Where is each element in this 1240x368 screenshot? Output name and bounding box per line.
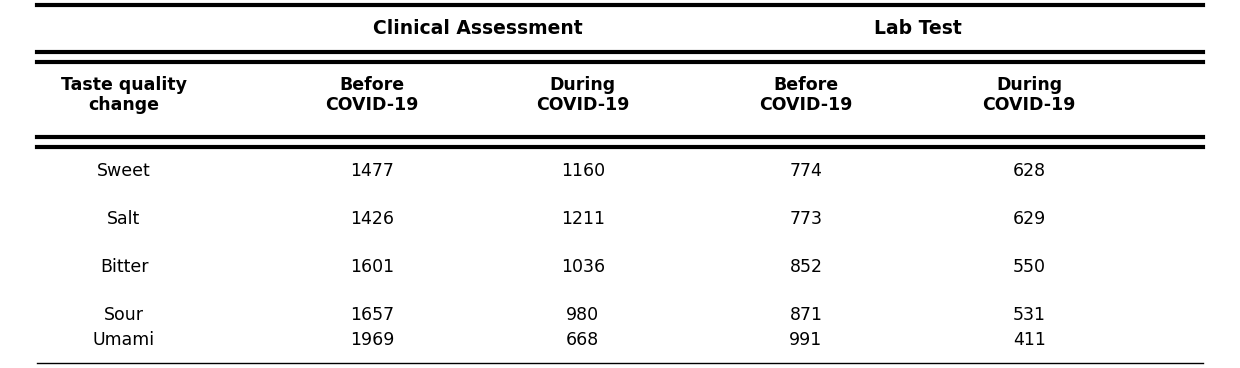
Text: During
COVID-19: During COVID-19 [536, 75, 630, 114]
Text: 629: 629 [1013, 210, 1045, 228]
Text: 852: 852 [790, 258, 822, 276]
Text: 991: 991 [790, 331, 822, 349]
Text: Umami: Umami [93, 331, 155, 349]
Text: Clinical Assessment: Clinical Assessment [372, 18, 583, 38]
Text: 1160: 1160 [560, 162, 605, 180]
Text: 668: 668 [567, 331, 599, 349]
Text: 1211: 1211 [560, 210, 605, 228]
Text: 1036: 1036 [560, 258, 605, 276]
Text: Bitter: Bitter [99, 258, 149, 276]
Text: 1657: 1657 [350, 306, 394, 324]
Text: 871: 871 [790, 306, 822, 324]
Text: 1477: 1477 [350, 162, 394, 180]
Text: 531: 531 [1013, 306, 1045, 324]
Text: 980: 980 [567, 306, 599, 324]
Text: Taste quality
change: Taste quality change [61, 75, 187, 114]
Text: Before
COVID-19: Before COVID-19 [759, 75, 853, 114]
Text: Before
COVID-19: Before COVID-19 [325, 75, 419, 114]
Text: 773: 773 [790, 210, 822, 228]
Text: Sweet: Sweet [97, 162, 151, 180]
Text: Lab Test: Lab Test [874, 18, 961, 38]
Text: 1969: 1969 [350, 331, 394, 349]
Text: 1601: 1601 [350, 258, 394, 276]
Text: 774: 774 [790, 162, 822, 180]
Text: 550: 550 [1013, 258, 1045, 276]
Text: Sour: Sour [104, 306, 144, 324]
Text: During
COVID-19: During COVID-19 [982, 75, 1076, 114]
Text: 411: 411 [1013, 331, 1045, 349]
Text: 628: 628 [1013, 162, 1045, 180]
Text: Salt: Salt [108, 210, 140, 228]
Text: 1426: 1426 [350, 210, 394, 228]
